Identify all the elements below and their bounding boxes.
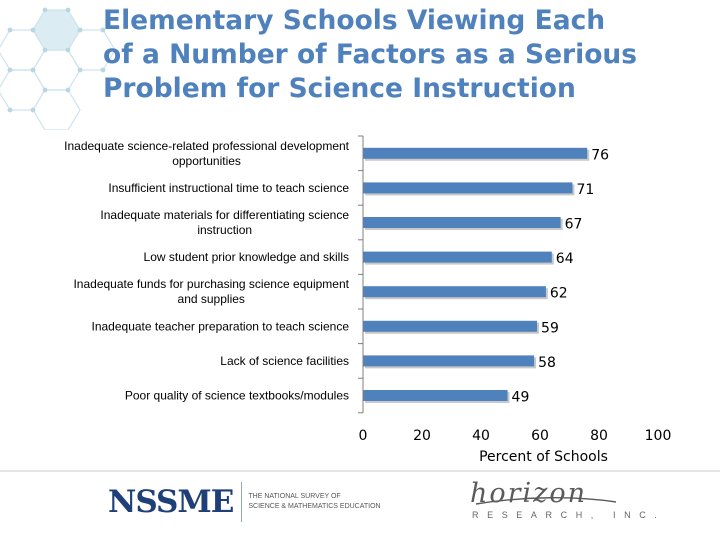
slide-title-line: of a Number of Factors as a Serious [103, 39, 638, 70]
data-label: 49 [512, 390, 530, 406]
bar [363, 251, 552, 263]
bar [363, 182, 573, 194]
data-label: 71 [576, 182, 594, 198]
nssme-logo-divider [241, 482, 243, 522]
x-tick-label: 20 [413, 428, 431, 444]
x-tick-label: 80 [590, 428, 608, 444]
category-label: Low student prior knowledge and skills [144, 250, 349, 264]
x-tick-label: 40 [472, 428, 490, 444]
category-label: Lack of science facilities [220, 354, 349, 368]
bar-chart: 76 Inadequate science-related professiona… [64, 135, 672, 465]
slide-title: Elementary Schools Viewing Each of a Num… [103, 4, 703, 106]
data-label: 76 [591, 147, 609, 163]
data-label: 59 [541, 320, 559, 336]
bar [363, 217, 561, 228]
category-label: Inadequate funds for purchasing science … [73, 277, 349, 306]
x-axis-title: Percent of Schools [479, 449, 608, 465]
horizon-logo-wordmark: horizon [470, 478, 588, 509]
horizon-logo-subtitle: RESEARCH, INC. [472, 510, 666, 520]
nssme-logo: NSSME THE NATIONAL SURVEY OF SCIENCE & M… [108, 482, 381, 522]
data-label: 58 [538, 355, 556, 371]
nssme-logo-subtitle-line: SCIENCE & MATHEMATICS EDUCATION [248, 503, 381, 510]
category-label: Inadequate science-related professional … [64, 139, 350, 168]
data-label: 67 [565, 217, 583, 233]
bar [363, 286, 546, 298]
hexagon-decoration [0, 7, 116, 130]
nssme-logo-subtitle-line: THE NATIONAL SURVEY OF [248, 493, 341, 500]
slide-title-line: Elementary Schools Viewing Each [103, 5, 606, 36]
category-label: Inadequate teacher preparation to teach … [91, 319, 349, 333]
x-tick-label: 60 [531, 428, 549, 444]
bar [363, 147, 588, 159]
category-label: Insufficient instructional time to teach… [108, 181, 349, 195]
horizon-logo-swash [475, 497, 617, 505]
data-label: 62 [550, 286, 568, 302]
footer-divider [0, 470, 720, 472]
bar [363, 355, 535, 367]
category-label: Inadequate materials for differentiating… [100, 208, 349, 237]
bar [363, 390, 508, 401]
slide-title-line: Problem for Science Instruction [103, 73, 576, 104]
nssme-logo-wordmark: NSSME [108, 484, 234, 520]
data-label: 64 [556, 251, 574, 267]
x-tick-label: 0 [359, 428, 368, 444]
horizon-research-logo: horizon RESEARCH, INC. [466, 478, 657, 526]
x-tick-label: 100 [645, 428, 672, 444]
category-label: Poor quality of science textbooks/module… [125, 389, 349, 403]
bar [363, 320, 538, 332]
nssme-logo-subtitle: THE NATIONAL SURVEY OF SCIENCE & MATHEMA… [248, 492, 380, 512]
